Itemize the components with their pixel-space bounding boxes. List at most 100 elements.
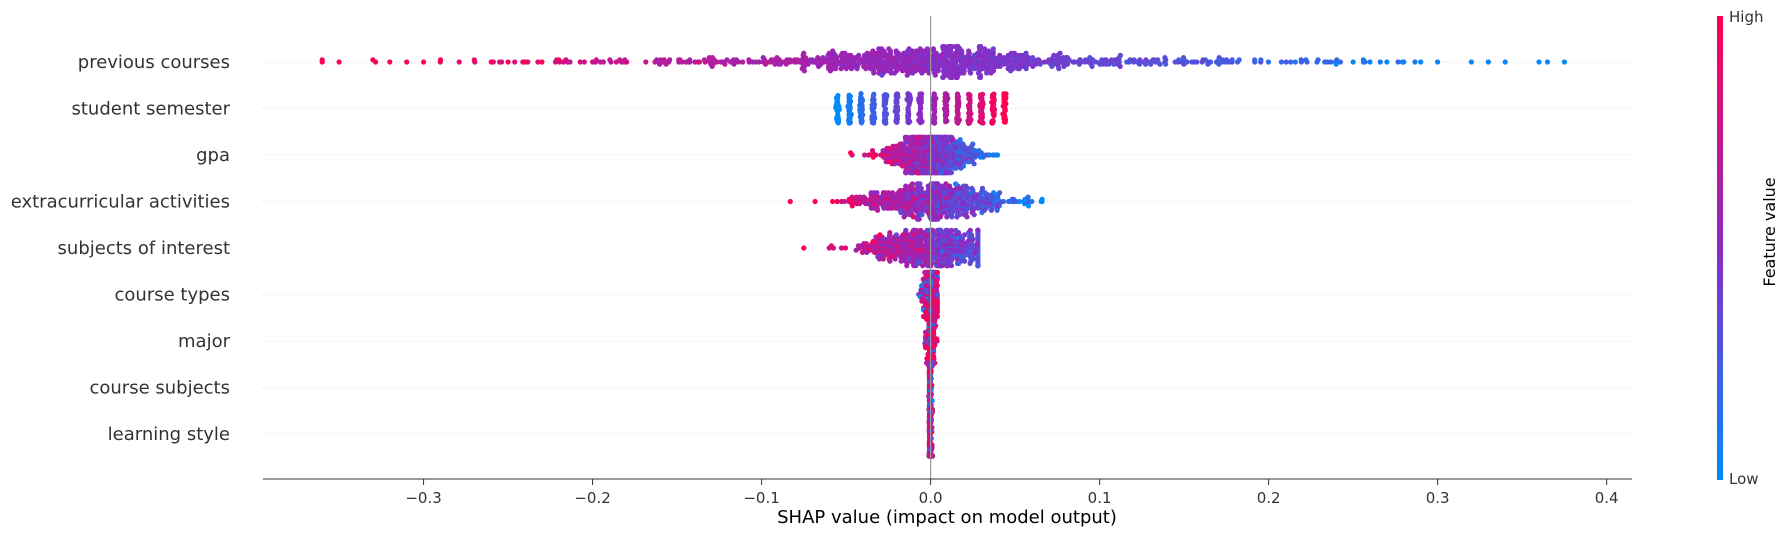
shap-dot bbox=[883, 252, 889, 258]
shap-dot bbox=[859, 107, 865, 113]
shap-dot bbox=[1162, 55, 1168, 61]
shap-dot bbox=[600, 59, 607, 65]
x-tick-label: 0.2 bbox=[1257, 489, 1281, 507]
shap-dot bbox=[953, 227, 959, 233]
shap-dot bbox=[974, 192, 980, 198]
shap-dot bbox=[917, 110, 923, 116]
feature-label: course types bbox=[115, 285, 230, 306]
shap-dot bbox=[1131, 57, 1137, 63]
shap-dot bbox=[979, 185, 986, 191]
shap-dot bbox=[1163, 61, 1169, 67]
shap-dot bbox=[870, 96, 876, 102]
shap-dot bbox=[975, 227, 981, 233]
shap-dot bbox=[1283, 59, 1289, 65]
shap-dot bbox=[1141, 59, 1147, 65]
shap-dot bbox=[488, 59, 494, 65]
shap-dot bbox=[890, 143, 896, 149]
shap-dot bbox=[994, 207, 1000, 213]
shap-dot bbox=[986, 48, 992, 54]
shap-dot bbox=[539, 59, 545, 65]
shap-dot bbox=[1063, 55, 1069, 61]
shap-dot bbox=[886, 145, 892, 151]
shap-dot bbox=[970, 256, 977, 262]
shap-dot bbox=[834, 114, 840, 121]
shap-dot bbox=[862, 52, 868, 59]
shap-dot bbox=[962, 55, 968, 61]
shap-dot bbox=[1200, 57, 1206, 63]
shap-dot bbox=[881, 154, 887, 160]
shap-dot bbox=[882, 106, 889, 112]
shap-dot bbox=[937, 214, 944, 220]
shap-dot bbox=[857, 194, 863, 200]
shap-dot bbox=[1089, 63, 1095, 69]
x-tick-label: 0.0 bbox=[919, 489, 943, 507]
shap-dot bbox=[857, 201, 863, 207]
shap-dot bbox=[683, 59, 689, 65]
shap-dot bbox=[960, 163, 967, 169]
shap-dot bbox=[709, 63, 715, 69]
shap-dot bbox=[1016, 66, 1023, 72]
shap-dot bbox=[967, 108, 973, 114]
shap-dot bbox=[1035, 57, 1041, 63]
shap-dot bbox=[834, 96, 840, 103]
shap-dot bbox=[954, 114, 960, 120]
shap-dot bbox=[812, 198, 818, 205]
shap-dot bbox=[1051, 52, 1057, 59]
shap-dot bbox=[922, 207, 928, 213]
colorbar-gradient bbox=[1717, 16, 1723, 480]
shap-dot bbox=[1076, 61, 1082, 67]
shap-dot bbox=[801, 50, 807, 56]
shap-dot bbox=[866, 152, 872, 158]
shap-dot bbox=[943, 119, 949, 125]
shap-dot bbox=[887, 230, 893, 236]
shap-dot bbox=[943, 227, 950, 233]
shap-dot bbox=[937, 134, 944, 140]
shap-dot bbox=[892, 256, 898, 262]
shap-dot bbox=[831, 50, 837, 56]
shap-dot bbox=[913, 68, 919, 74]
shap-dot bbox=[1077, 57, 1083, 63]
shap-dot bbox=[912, 190, 919, 196]
shap-dot bbox=[607, 57, 613, 63]
shap-dot bbox=[945, 72, 951, 78]
shap-dot bbox=[756, 59, 762, 65]
shap-dot bbox=[1030, 63, 1036, 69]
shap-dot bbox=[979, 66, 985, 72]
shap-dot bbox=[927, 409, 933, 415]
shap-dot bbox=[971, 212, 977, 218]
shap-dot bbox=[768, 57, 775, 63]
shap-dot bbox=[809, 57, 815, 63]
feature-label: gpa bbox=[196, 145, 230, 166]
shap-dot bbox=[944, 102, 950, 108]
shap-dot bbox=[801, 68, 808, 74]
shap-dot bbox=[917, 181, 923, 187]
shap-dot bbox=[957, 212, 963, 218]
shap-dot bbox=[857, 103, 863, 109]
shap-dot bbox=[846, 92, 852, 98]
shap-dot bbox=[887, 258, 893, 264]
shap-dot bbox=[977, 74, 984, 80]
shap-dot bbox=[535, 59, 541, 65]
shap-dot bbox=[939, 170, 946, 176]
shap-dot bbox=[861, 63, 867, 69]
shap-dot bbox=[1278, 59, 1284, 65]
shap-dot bbox=[938, 227, 944, 233]
shap-dot bbox=[931, 109, 938, 115]
shap-dot bbox=[805, 61, 811, 67]
shap-dot bbox=[1124, 59, 1130, 65]
shap-dot bbox=[899, 68, 906, 74]
shap-dot bbox=[859, 118, 865, 124]
shap-dot bbox=[918, 185, 924, 191]
shap-dot bbox=[942, 94, 948, 100]
shap-dot bbox=[882, 114, 888, 120]
shap-dot bbox=[986, 68, 992, 74]
shap-dot bbox=[898, 258, 904, 264]
shap-dot bbox=[1315, 57, 1321, 63]
shap-dot bbox=[657, 61, 663, 67]
shap-dot bbox=[865, 201, 871, 207]
shap-dot bbox=[972, 154, 978, 160]
shap-dot bbox=[1333, 61, 1339, 67]
shap-dot bbox=[906, 232, 912, 238]
shap-dot bbox=[852, 55, 858, 61]
shap-dot bbox=[871, 118, 877, 124]
